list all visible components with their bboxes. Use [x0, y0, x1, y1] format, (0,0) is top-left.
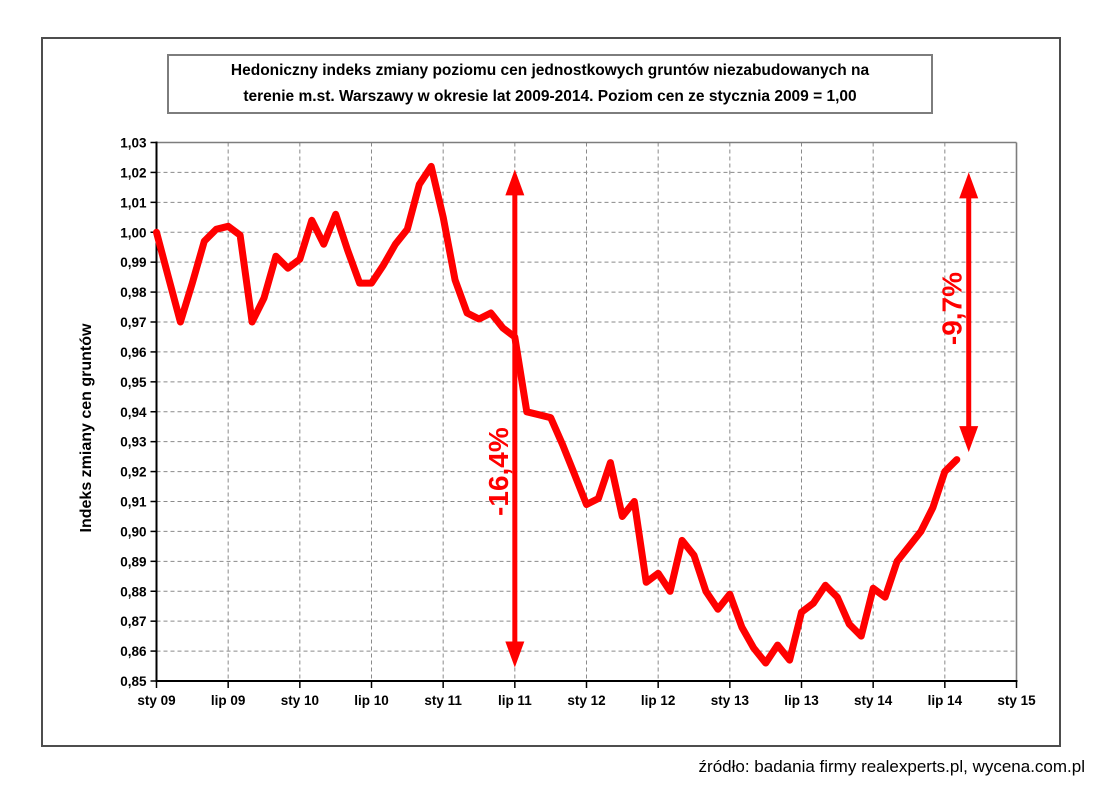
annotation-arrowhead-up	[505, 169, 525, 196]
annotation-label: -9,7%	[937, 272, 968, 345]
x-tick-label: lip 14	[928, 693, 963, 708]
chart-title-box: Hedoniczny indeks zmiany poziomu cen jed…	[167, 54, 933, 114]
x-tick-label: lip 11	[498, 693, 532, 708]
chart-title-line-1: Hedoniczny indeks zmiany poziomu cen jed…	[230, 62, 870, 79]
index-line-series	[153, 162, 961, 667]
chart-title-line-2: terenie m.st. Warszawy w okresie lat 200…	[243, 88, 857, 105]
annotation-arrowhead-up	[959, 172, 979, 199]
x-tick-label: lip 10	[354, 693, 389, 708]
y-tick-label: 0,86	[120, 644, 147, 659]
y-tick-label: 0,99	[120, 255, 146, 270]
y-tick-label: 1,03	[120, 136, 147, 151]
x-tick-label: sty 14	[854, 693, 893, 708]
y-tick-label: 1,00	[120, 225, 146, 240]
x-tick-label: lip 13	[784, 693, 819, 708]
y-tick-label: 0,95	[120, 375, 147, 390]
y-tick-label: 0,85	[120, 674, 147, 689]
x-tick-label: sty 13	[711, 693, 750, 708]
y-tick-label: 0,98	[120, 285, 147, 300]
y-tick-label: 0,97	[120, 315, 146, 330]
y-tick-label: 0,87	[120, 614, 146, 629]
annotation-arrowhead-down	[505, 641, 525, 668]
annotation-label: -16,4%	[483, 427, 514, 516]
annotation-arrowhead-down	[959, 426, 979, 453]
x-tick-label: sty 10	[281, 693, 319, 708]
y-tick-label: 0,91	[120, 495, 147, 510]
x-tick-label: sty 12	[567, 693, 605, 708]
y-tick-label: 0,89	[120, 554, 146, 569]
y-tick-label: 1,02	[120, 165, 146, 180]
y-tick-label: 0,90	[120, 524, 146, 539]
x-tick-label: sty 11	[424, 693, 462, 708]
source-credit: źródło: badania firmy realexperts.pl, wy…	[698, 757, 1085, 776]
chart-outer-frame	[41, 37, 1061, 747]
y-tick-label: 0,96	[120, 345, 147, 360]
y-tick-label: 1,01	[120, 195, 147, 210]
y-tick-label: 0,93	[120, 435, 147, 450]
x-tick-label: sty 09	[137, 693, 175, 708]
y-axis-title: Indeks zmiany cen gruntów	[78, 323, 95, 533]
y-tick-label: 0,92	[120, 465, 146, 480]
y-tick-label: 0,94	[120, 405, 147, 420]
x-tick-label: sty 15	[997, 693, 1036, 708]
y-tick-label: 0,88	[120, 584, 147, 599]
x-tick-label: lip 09	[211, 693, 246, 708]
x-tick-label: lip 12	[641, 693, 676, 708]
